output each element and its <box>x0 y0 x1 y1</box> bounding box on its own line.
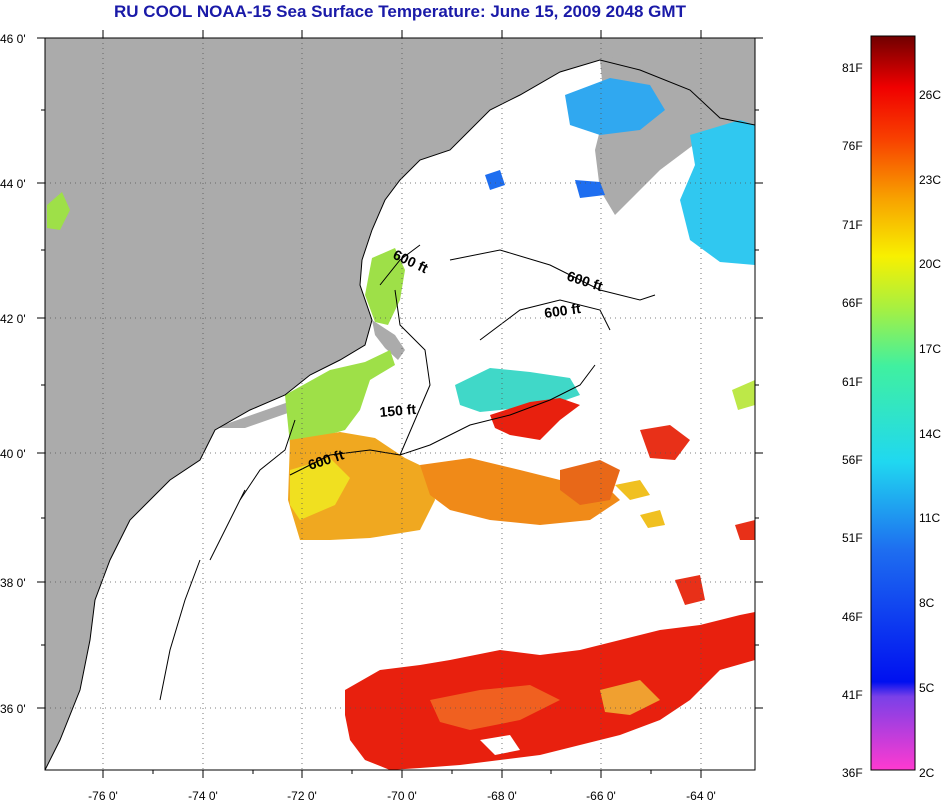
colorbar-c-label: 26C <box>919 88 941 102</box>
land-mainland <box>45 38 755 770</box>
tick-marks <box>37 30 763 778</box>
land-cape-cod <box>372 320 405 360</box>
isobath-label: 150 ft <box>379 401 417 420</box>
lat-label: 42 0' <box>0 312 26 326</box>
lat-label: 40 0' <box>0 447 26 461</box>
colorbar-f-label: 66F <box>842 296 863 310</box>
lat-label: 44 0' <box>0 177 26 191</box>
colorbar-c-label: 17C <box>919 342 941 356</box>
colorbar-f-label: 41F <box>842 688 863 702</box>
lon-label: -74 0' <box>188 789 218 803</box>
colorbar-f-label: 76F <box>842 139 863 153</box>
lat-label: 38 0' <box>0 576 26 590</box>
lat-label: 46 0' <box>0 32 26 46</box>
map-frame <box>44 37 756 771</box>
colorbar-f-label: 56F <box>842 453 863 467</box>
colorbar-f-label: 61F <box>842 375 863 389</box>
sst-field <box>47 78 755 770</box>
colorbar-c-label: 8C <box>919 596 935 610</box>
colorbar-c-label: 11C <box>919 511 940 525</box>
colorbar-c-label: 23C <box>919 173 941 187</box>
lon-label: -72 0' <box>287 789 317 803</box>
map-title: RU COOL NOAA-15 Sea Surface Temperature:… <box>114 2 686 21</box>
isobath-label: 600 ft <box>543 300 582 321</box>
colorbar-c-label: 14C <box>919 427 941 441</box>
lat-label: 36 0' <box>0 702 26 716</box>
colorbar: 81F 76F 71F 66F 61F 56F 51F 46F 41F 36F … <box>842 35 941 780</box>
colorbar-f-label: 36F <box>842 766 863 780</box>
colorbar-c-label: 2C <box>919 766 935 780</box>
latitude-labels: 46 0' 44 0' 42 0' 40 0' 38 0' 36 0' <box>0 32 26 716</box>
colorbar-f-label: 51F <box>842 531 863 545</box>
lon-label: -68 0' <box>487 789 517 803</box>
colorbar-f-label: 46F <box>842 610 863 624</box>
lon-label: -70 0' <box>387 789 417 803</box>
colorbar-c-label: 5C <box>919 681 935 695</box>
colorbar-c-label: 20C <box>919 257 941 271</box>
colorbar-celsius-labels: 26C 23C 20C 17C 14C 11C 8C 5C 2C <box>919 88 941 780</box>
land-nova-scotia <box>595 38 755 215</box>
colorbar-f-label: 71F <box>842 218 863 232</box>
colorbar-fahrenheit-labels: 81F 76F 71F 66F 61F 56F 51F 46F 41F 36F <box>842 61 863 780</box>
longitude-labels: -76 0' -74 0' -72 0' -70 0' -68 0' -66 0… <box>88 789 716 803</box>
lon-label: -66 0' <box>586 789 616 803</box>
coastline <box>45 59 755 770</box>
isobath-lines <box>159 244 656 701</box>
lon-label: -64 0' <box>686 789 716 803</box>
graticule <box>45 38 755 770</box>
lon-label: -76 0' <box>88 789 118 803</box>
colorbar-gradient <box>870 35 916 771</box>
colorbar-f-label: 81F <box>842 61 863 75</box>
